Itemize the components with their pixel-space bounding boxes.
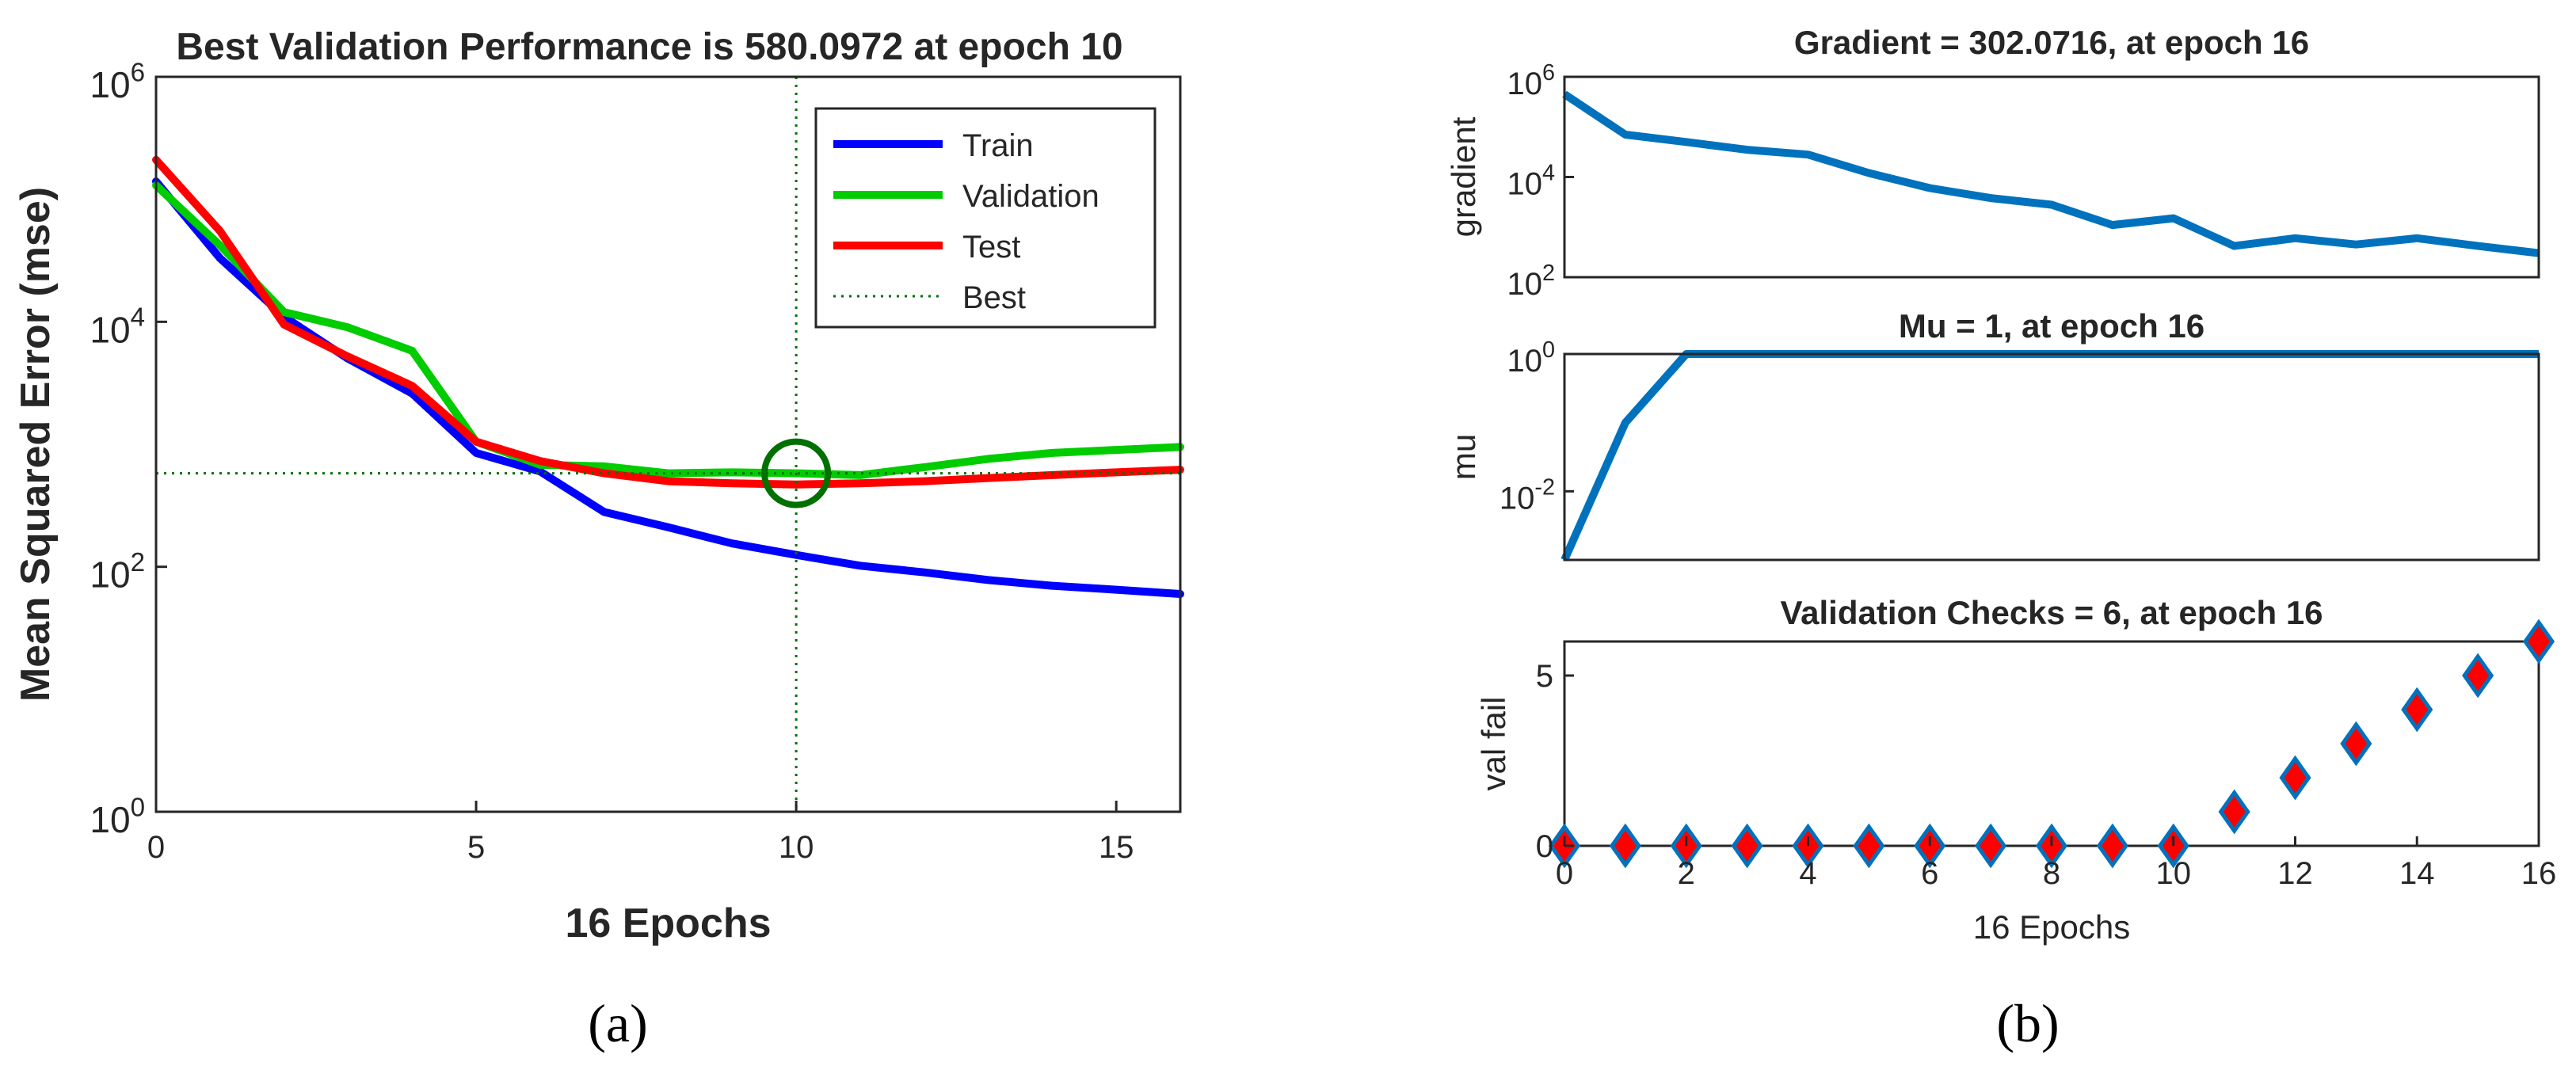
mu-y-tick-label-base: 10: [1507, 344, 1542, 379]
x-axis-label: 16 Epochs: [565, 900, 771, 946]
val-checks-x-tick-label: 0: [1556, 856, 1573, 891]
x-tick-label: 10: [779, 830, 814, 865]
y-tick-label: 100: [90, 793, 145, 840]
gradient-y-tick-label: 106: [1507, 60, 1555, 101]
y-tick-label: 102: [90, 548, 145, 596]
gradient-chart: Gradient = 302.0716, at epoch 1610210410…: [1445, 24, 2540, 302]
val-checks-x-tick-label: 10: [2156, 856, 2192, 891]
y-tick-label-exp: 2: [131, 548, 145, 577]
val-checks-point: [2279, 755, 2311, 801]
val-checks-x-tick-label: 14: [2399, 856, 2435, 891]
val-checks-title: Validation Checks = 6, at epoch 16: [1780, 594, 2323, 631]
x-tick-label: 5: [467, 830, 485, 865]
val-checks-x-tick-label: 6: [1921, 856, 1938, 891]
y-tick-label-base: 10: [90, 309, 130, 350]
y-tick-label-base: 10: [90, 554, 130, 596]
val-checks-point: [2401, 687, 2433, 733]
mu-frame: [1563, 352, 2540, 562]
val-checks-point: [2462, 653, 2494, 699]
gradient-y-tick-label-base: 10: [1507, 67, 1542, 101]
y-tick-label: 104: [90, 303, 145, 351]
gradient-y-tick-label-exp: 6: [1542, 60, 1555, 86]
gradient-title: Gradient = 302.0716, at epoch 16: [1794, 24, 2309, 61]
performance-chart: Best Validation Performance is 580.0972 …: [13, 26, 1184, 946]
gradient-y-tick-label: 102: [1507, 261, 1555, 302]
x-tick-label: 0: [147, 830, 165, 865]
gradient-y-tick-label-exp: 4: [1542, 161, 1555, 186]
val-checks-x-tick-label: 8: [2043, 856, 2060, 891]
val-checks-point: [2340, 721, 2372, 767]
series-line-validation: [152, 181, 1184, 479]
gradient-y-axis-label: gradient: [1445, 116, 1482, 237]
gradient-y-tick-label-exp: 2: [1542, 261, 1555, 286]
val-checks-point: [2096, 823, 2128, 869]
best-marker: [761, 438, 832, 508]
val-checks-point: [1731, 823, 1763, 869]
gradient-y-tick-label-base: 10: [1507, 267, 1542, 302]
caption-b: (b): [1996, 993, 2059, 1053]
y-tick-label-base: 10: [90, 64, 130, 105]
val-checks-point: [1975, 823, 2007, 869]
val-checks-point: [1609, 823, 1641, 869]
legend-label-test: Test: [962, 230, 1020, 265]
y-tick-label-exp: 4: [131, 303, 145, 333]
gradient-y-tick-label-base: 10: [1507, 167, 1542, 202]
val-checks-x-tick-label: 2: [1678, 856, 1695, 891]
val-checks-y-tick-label: 5: [1536, 659, 1553, 694]
val-checks-x-tick-label: 12: [2277, 856, 2313, 891]
gradient-line: [1562, 90, 2540, 257]
val-checks-y-tick-label: 0: [1536, 829, 1553, 864]
val-checks-point: [1853, 823, 1885, 869]
y-tick-label-base: 10: [90, 799, 130, 840]
val-checks-point: [2218, 789, 2250, 835]
mu-y-tick-label-exp: 0: [1542, 337, 1555, 363]
val-checks-x-axis-label: 16 Epochs: [1973, 908, 2130, 946]
gradient-y-tick-label: 104: [1507, 161, 1555, 202]
y-tick-label-exp: 0: [131, 793, 145, 822]
legend-label-validation: Validation: [962, 179, 1099, 214]
y-axis-label: Mean Squared Error (mse): [13, 187, 59, 702]
series-line-test: [152, 155, 1184, 489]
mu-y-tick-label: 10-2: [1499, 474, 1555, 516]
mu-y-tick-label-base: 10: [1499, 481, 1535, 516]
y-tick-label: 106: [90, 58, 145, 105]
val-checks-x-tick-label: 16: [2521, 856, 2557, 891]
y-tick-label-exp: 6: [131, 58, 145, 87]
mu-y-tick-label-exp: -2: [1534, 474, 1555, 500]
mu-y-tick-label: 100: [1507, 337, 1555, 379]
mu-title: Mu = 1, at epoch 16: [1899, 307, 2204, 345]
val-checks-x-tick-label: 4: [1799, 856, 1816, 891]
x-tick-label: 15: [1099, 830, 1134, 865]
chart-title: Best Validation Performance is 580.0972 …: [176, 26, 1122, 68]
validation-checks-chart: Validation Checks = 6, at epoch 16 0 2 4 6 8 1…: [1475, 594, 2556, 946]
val-checks-point: [2522, 619, 2555, 664]
val-checks-y-axis-label: val fail: [1475, 696, 1512, 790]
plot-frame: [154, 75, 1182, 813]
mu-y-axis-label: mu: [1445, 434, 1482, 480]
caption-a: (a): [588, 993, 647, 1053]
legend-label-best: Best: [962, 280, 1026, 315]
legend-label-train: Train: [962, 128, 1034, 163]
